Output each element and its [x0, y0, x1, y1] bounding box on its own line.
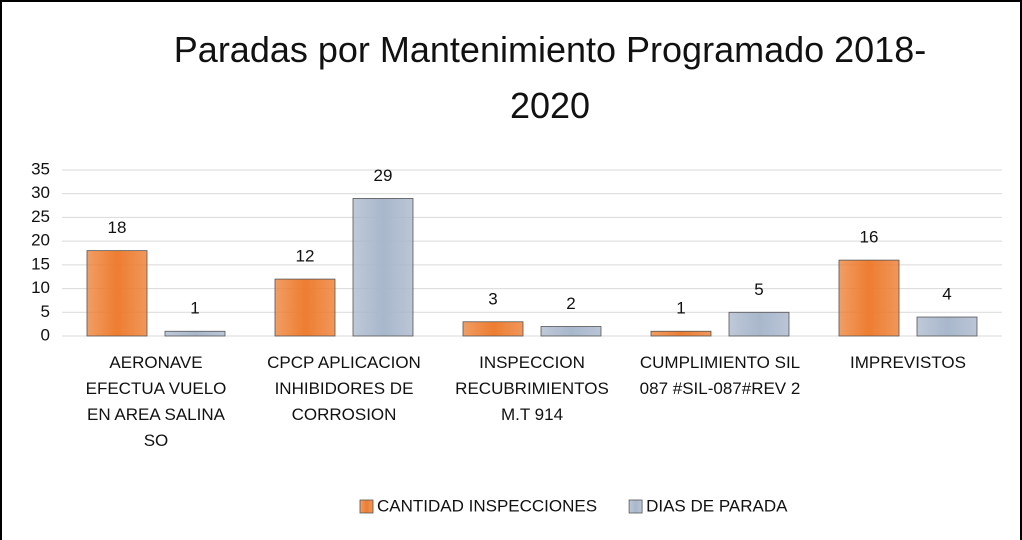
y-tick-label: 20	[31, 231, 50, 250]
legend-label: CANTIDAD INSPECCIONES	[377, 496, 597, 515]
value-label: 3	[488, 289, 497, 308]
value-label: 12	[296, 247, 315, 266]
bar	[352, 198, 414, 337]
y-tick-label: 0	[41, 325, 50, 344]
bar	[838, 259, 900, 337]
value-label: 1	[190, 299, 199, 318]
value-label: 5	[754, 280, 763, 299]
y-tick-label: 15	[31, 254, 50, 273]
x-tick-label: AERONAVE EFECTUA VUELO EN AREA SALINA SO	[85, 353, 227, 450]
y-tick-label: 5	[41, 302, 50, 321]
value-label: 29	[374, 166, 393, 185]
value-label: 2	[566, 294, 575, 313]
legend-swatch	[628, 499, 643, 514]
x-tick-label: IMPREVISTOS	[850, 353, 966, 372]
bar	[916, 316, 978, 337]
bar	[86, 250, 148, 337]
bar	[728, 311, 790, 337]
chart-title: Paradas por Mantenimiento Programado 201…	[173, 29, 927, 126]
x-tick-label: CPCP APLICACION INHIBIDORES DE CORROSION	[267, 353, 421, 424]
bar	[274, 278, 336, 337]
x-tick-label: INSPECCION RECUBRIMIENTOS M.T 914	[455, 353, 609, 424]
value-label: 1	[676, 299, 685, 318]
bar	[540, 326, 602, 337]
bar	[650, 330, 712, 337]
x-tick-label: CUMPLIMIENTO SIL 087 #SIL-087#REV 2	[639, 353, 801, 398]
value-label: 16	[860, 228, 879, 247]
legend-swatch	[359, 499, 374, 514]
value-label: 4	[942, 285, 951, 304]
bar	[164, 330, 226, 337]
y-tick-label: 10	[31, 278, 50, 297]
value-label: 18	[108, 218, 127, 237]
y-tick-label: 25	[31, 207, 50, 226]
y-tick-label: 35	[31, 159, 50, 178]
y-tick-label: 30	[31, 183, 50, 202]
bar	[462, 321, 524, 337]
legend-label: DIAS DE PARADA	[646, 496, 788, 515]
